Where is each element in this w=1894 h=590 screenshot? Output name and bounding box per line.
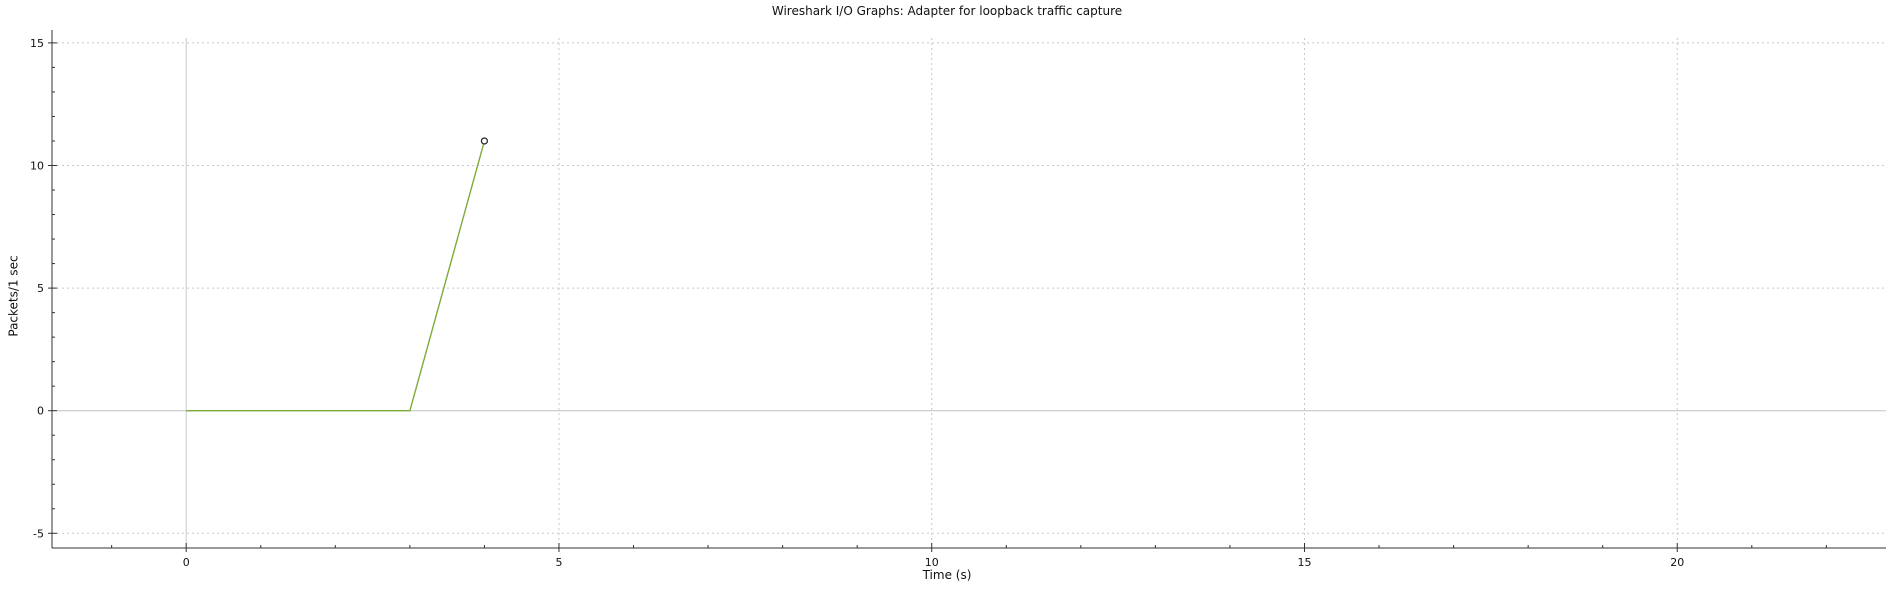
y-tick-label: 0	[37, 405, 44, 418]
y-tick-label: 10	[30, 160, 44, 173]
x-tick-label: 15	[1297, 556, 1311, 569]
y-tick-label: -5	[33, 527, 44, 540]
data-point-marker	[480, 137, 489, 145]
x-axis-label: Time (s)	[922, 568, 972, 582]
y-tick-label: 5	[37, 282, 44, 295]
x-tick-label: 20	[1670, 556, 1684, 569]
series-line	[186, 140, 486, 412]
x-tick-label: 10	[925, 556, 939, 569]
y-axis-label: Packets/1 sec	[6, 255, 21, 337]
y-tick-label: 15	[30, 37, 44, 50]
chart-title: Wireshark I/O Graphs: Adapter for loopba…	[771, 4, 1123, 18]
x-tick-label: 5	[555, 556, 562, 569]
x-tick-label: 0	[183, 556, 190, 569]
